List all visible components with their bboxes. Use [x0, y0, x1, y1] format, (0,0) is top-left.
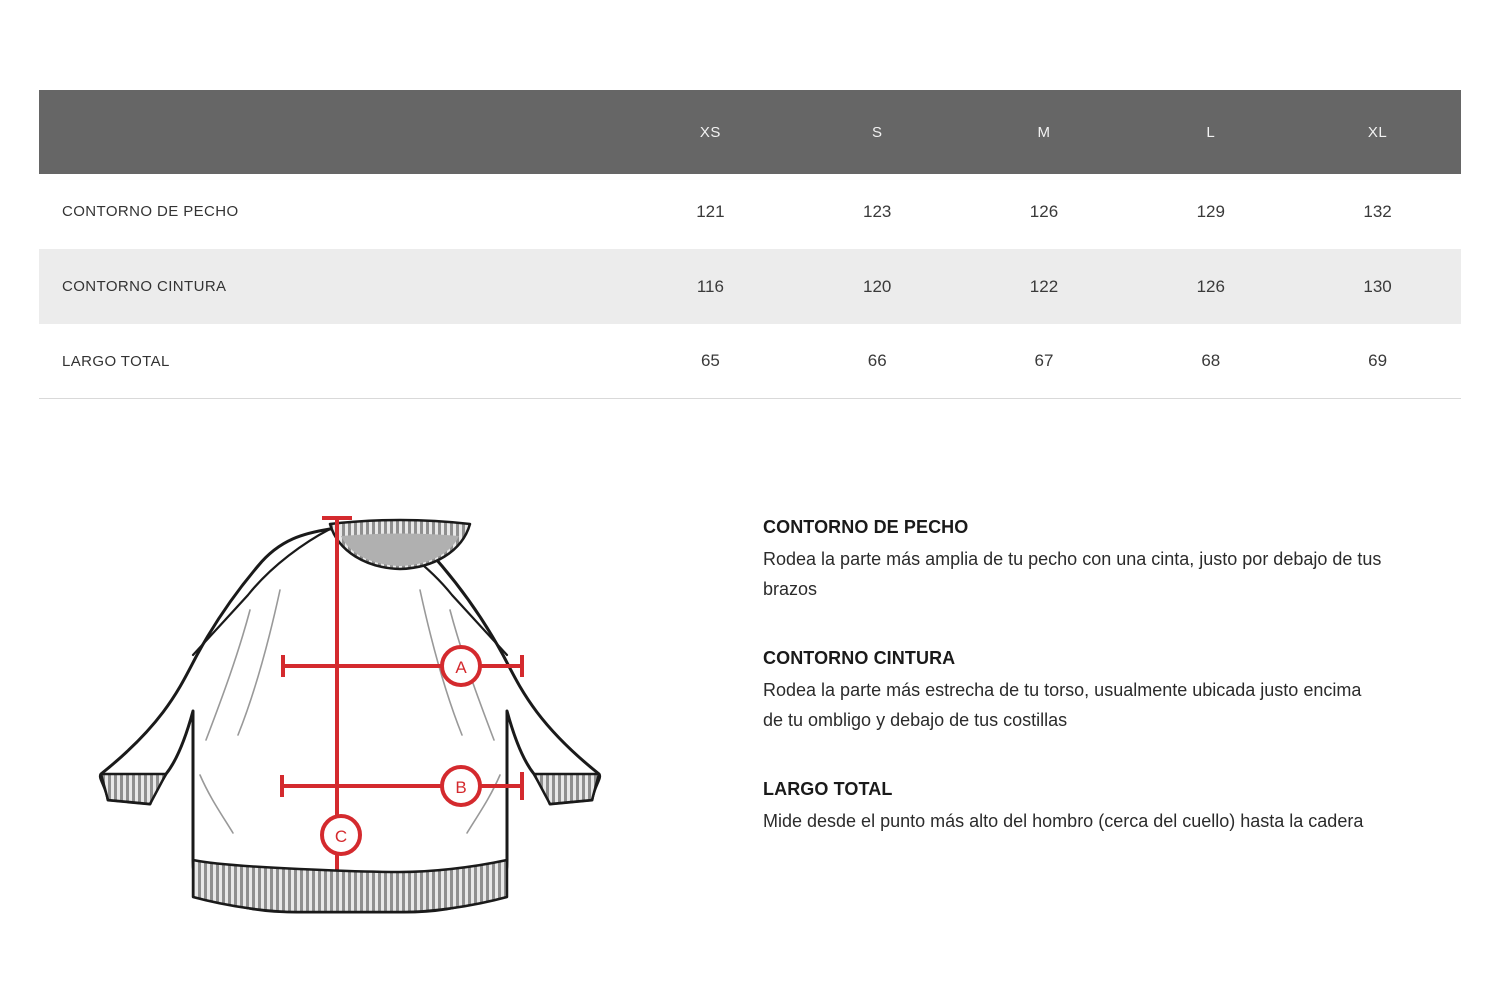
- svg-text:C: C: [335, 827, 347, 846]
- svg-text:B: B: [455, 778, 466, 797]
- svg-text:A: A: [455, 658, 467, 677]
